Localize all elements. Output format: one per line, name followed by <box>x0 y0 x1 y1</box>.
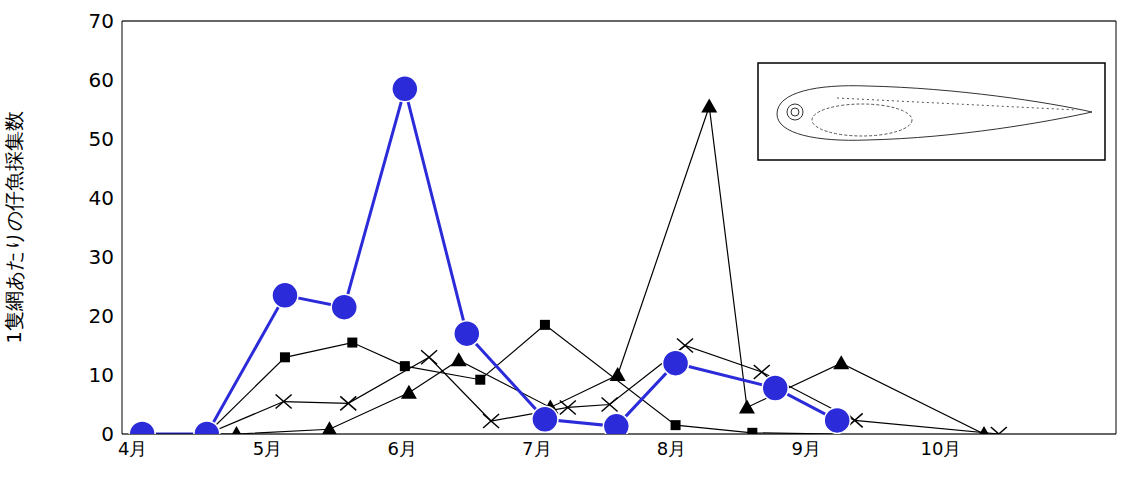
svg-text:10月: 10月 <box>920 438 961 459</box>
svg-text:20: 20 <box>89 304 114 328</box>
svg-text:30: 30 <box>89 245 114 269</box>
svg-text:1隻網あたりの仔魚採集数: 1隻網あたりの仔魚採集数 <box>2 111 26 344</box>
svg-text:40: 40 <box>89 186 114 210</box>
svg-text:0: 0 <box>101 422 114 446</box>
svg-text:6月: 6月 <box>387 438 416 459</box>
svg-text:7月: 7月 <box>522 438 551 459</box>
svg-text:10: 10 <box>89 363 114 387</box>
svg-text:4月: 4月 <box>118 438 147 459</box>
svg-text:8月: 8月 <box>657 438 686 459</box>
svg-text:60: 60 <box>89 68 114 92</box>
svg-text:70: 70 <box>89 9 114 33</box>
svg-text:5月: 5月 <box>253 438 282 459</box>
svg-text:50: 50 <box>89 127 114 151</box>
svg-text:9月: 9月 <box>791 438 820 459</box>
